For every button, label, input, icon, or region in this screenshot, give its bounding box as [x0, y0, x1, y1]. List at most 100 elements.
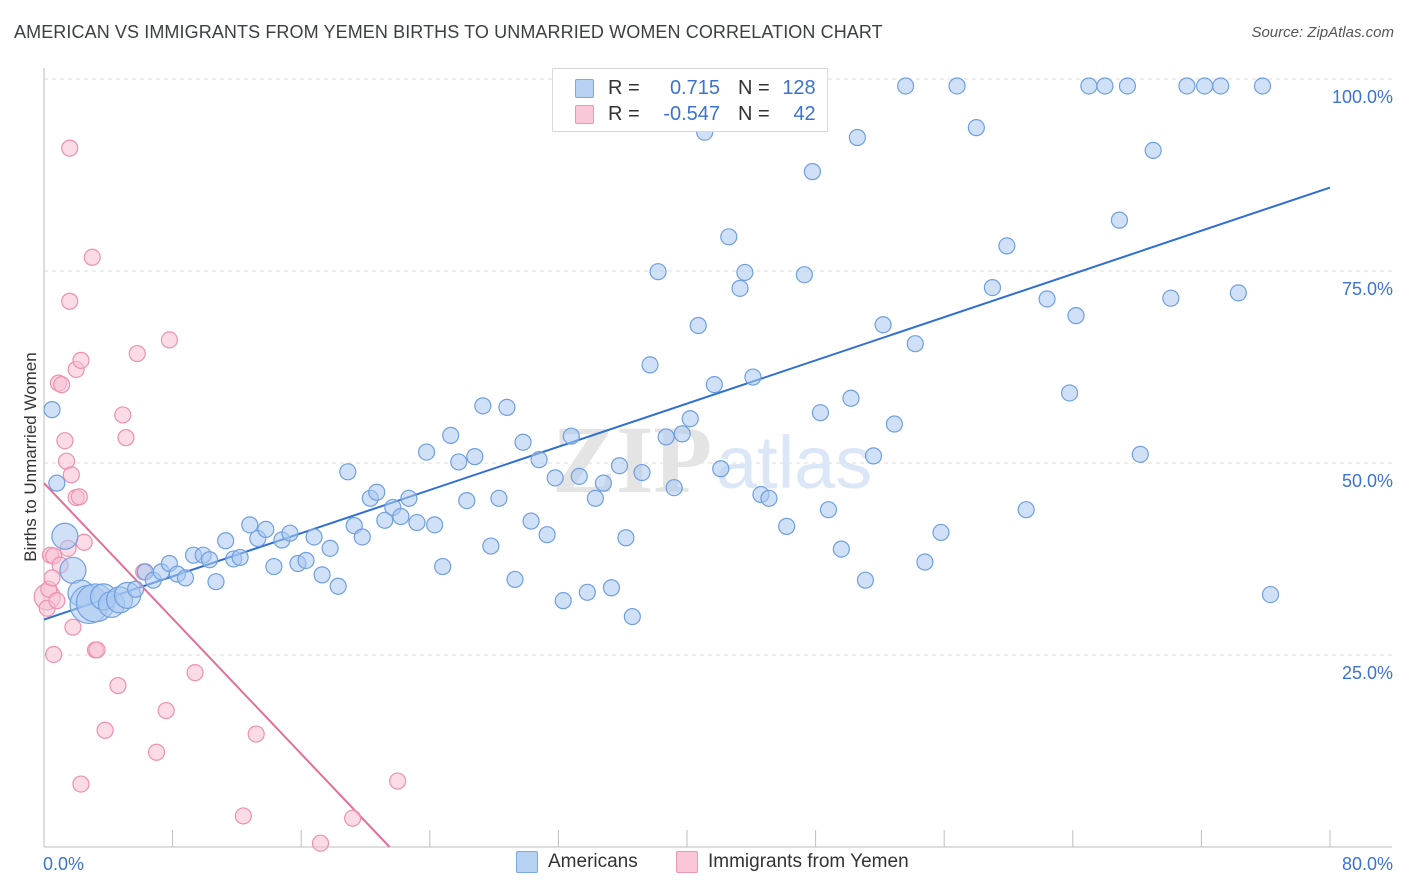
point-americans: [305, 528, 323, 546]
point-americans: [313, 566, 331, 584]
point-americans: [1253, 77, 1272, 95]
point-americans: [594, 474, 613, 492]
point-immigrants-yemen: [62, 466, 80, 484]
point-americans: [705, 376, 723, 394]
point-americans: [842, 389, 860, 407]
y-tick-label-100: 100.0%: [1332, 87, 1393, 107]
point-immigrants-yemen: [247, 725, 265, 743]
point-americans: [408, 513, 426, 532]
point-americans: [538, 526, 556, 544]
point-americans: [257, 520, 275, 538]
points-immigrants-yemen: [33, 139, 407, 852]
x-tick-label-min: 0.0%: [43, 854, 84, 874]
point-americans: [795, 266, 813, 284]
point-americans: [1017, 501, 1035, 519]
point-americans: [59, 556, 87, 584]
points-americans: [43, 77, 1280, 626]
point-americans: [1162, 289, 1180, 307]
point-americans: [897, 77, 915, 95]
point-americans: [417, 443, 436, 461]
point-americans: [778, 517, 796, 535]
point-americans: [1144, 141, 1162, 159]
trend-lines: [43, 186, 1331, 848]
legend-r-label: R =: [608, 76, 640, 99]
point-americans: [744, 368, 762, 386]
point-americans: [1118, 77, 1137, 95]
point-immigrants-yemen: [88, 641, 106, 659]
point-americans: [948, 77, 966, 95]
watermark-atlas: atlas: [716, 421, 872, 504]
point-immigrants-yemen: [344, 809, 362, 827]
y-tick-label-50: 50.0%: [1342, 471, 1393, 491]
point-americans: [1080, 77, 1098, 95]
point-americans: [657, 428, 675, 446]
point-americans: [474, 397, 492, 415]
point-immigrants-yemen: [61, 292, 79, 310]
point-immigrants-yemen: [75, 533, 93, 551]
point-americans: [450, 453, 468, 471]
point-immigrants-yemen: [311, 834, 330, 852]
point-americans: [673, 425, 691, 443]
axes: [43, 68, 1392, 848]
point-americans: [217, 532, 235, 550]
point-immigrants-yemen: [53, 376, 71, 394]
point-americans: [760, 489, 778, 507]
point-americans: [458, 491, 476, 510]
point-americans: [376, 511, 394, 529]
point-immigrants-yemen: [128, 344, 146, 363]
point-immigrants-yemen: [109, 676, 127, 695]
point-immigrants-yemen: [147, 743, 166, 761]
y-tick-label-75: 75.0%: [1342, 279, 1393, 299]
point-americans: [602, 579, 621, 597]
legend-n-label: N =: [738, 102, 770, 125]
point-americans: [498, 398, 516, 416]
point-americans: [633, 463, 651, 482]
point-americans: [1261, 585, 1280, 604]
series-label-americans: Americans: [548, 851, 638, 872]
y-tick-label-25: 25.0%: [1342, 663, 1393, 683]
point-americans: [48, 474, 66, 492]
point-americans: [570, 467, 588, 485]
legend-r-value-americans: 0.715: [669, 76, 720, 99]
point-americans: [339, 463, 357, 481]
point-americans: [1212, 77, 1230, 95]
point-americans: [482, 537, 500, 555]
point-americans: [731, 279, 749, 297]
series-legend-americans[interactable]: Americans: [516, 851, 638, 873]
point-americans: [848, 128, 866, 147]
legend-n-label: N =: [738, 76, 770, 99]
trend-line-immigrants-yemen: [43, 482, 391, 848]
legend-row-americans: R = 0.715 N = 128: [575, 76, 816, 100]
point-americans: [623, 607, 641, 626]
point-americans: [241, 516, 259, 534]
point-americans: [874, 316, 892, 334]
point-americans: [329, 577, 347, 595]
point-americans: [1196, 77, 1214, 95]
point-immigrants-yemen: [43, 569, 61, 587]
point-americans: [998, 237, 1016, 255]
point-americans: [885, 415, 903, 433]
point-americans: [586, 489, 604, 507]
series-legend: Americans Immigrants from Yemen: [0, 851, 1406, 879]
series-swatch-yemen: [676, 851, 698, 873]
point-americans: [811, 404, 830, 422]
point-americans: [967, 119, 985, 137]
correlation-legend: R = 0.715 N = 128 R = -0.547 N = 42: [552, 68, 828, 132]
point-americans: [649, 263, 667, 281]
legend-n-value-yemen: 42: [793, 102, 816, 125]
point-americans: [864, 447, 883, 465]
legend-swatch-yemen: [575, 104, 594, 124]
point-americans: [610, 457, 629, 475]
point-americans: [932, 523, 950, 542]
point-americans: [321, 539, 339, 557]
point-immigrants-yemen: [186, 664, 204, 682]
point-americans: [1038, 290, 1056, 308]
point-americans: [1067, 307, 1085, 325]
point-americans: [832, 540, 850, 558]
watermark: ZIP atlas: [552, 406, 872, 513]
point-americans: [617, 529, 635, 547]
series-legend-yemen[interactable]: Immigrants from Yemen: [676, 851, 909, 873]
point-americans: [681, 410, 699, 428]
point-americans: [736, 263, 754, 282]
point-americans: [442, 426, 460, 445]
